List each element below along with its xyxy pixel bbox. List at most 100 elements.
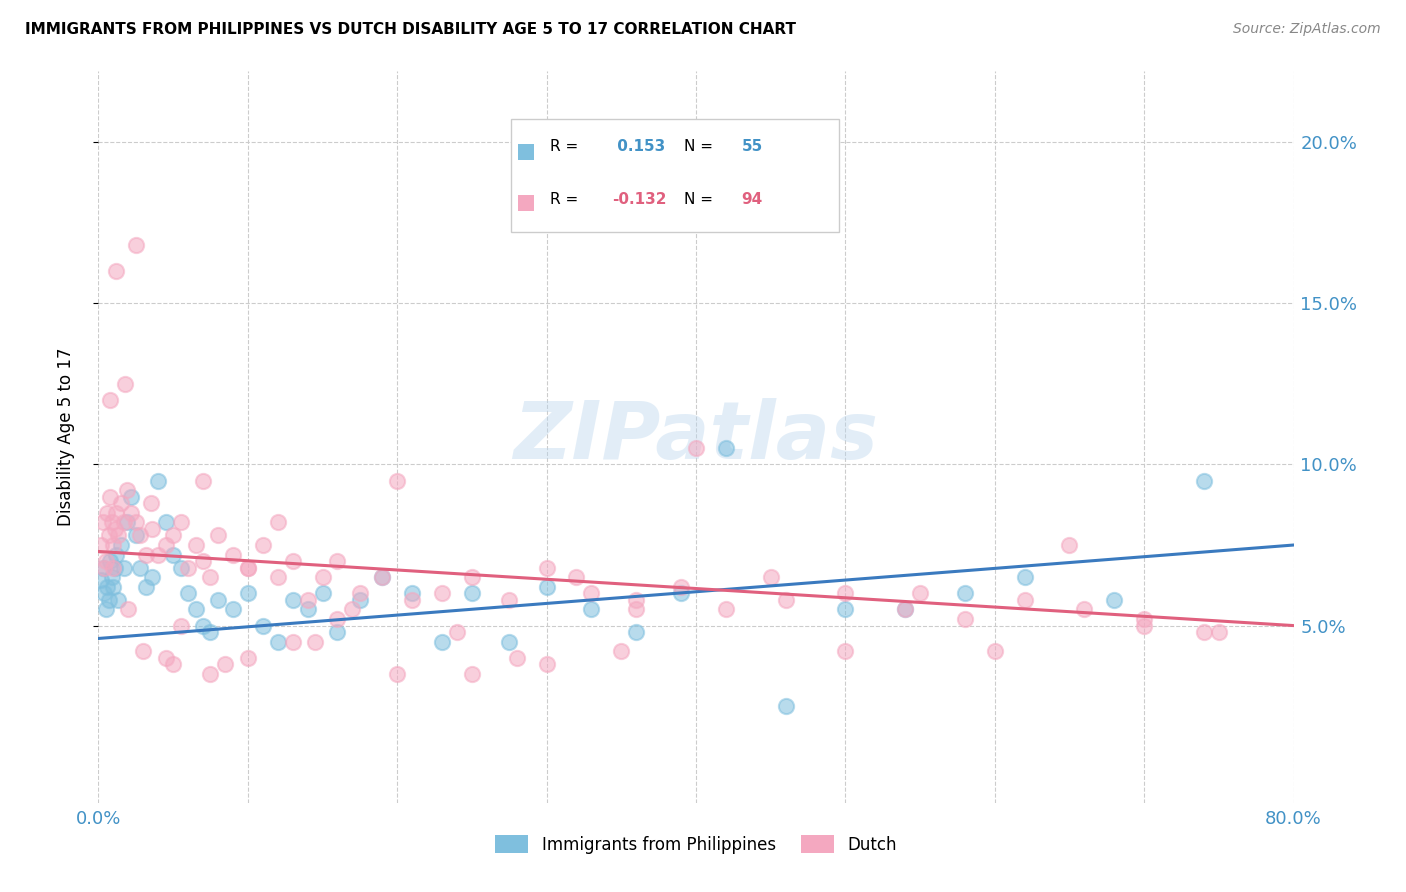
Y-axis label: Disability Age 5 to 17: Disability Age 5 to 17 [56, 348, 75, 526]
Point [498, 634, 520, 648]
Point [200, 625, 222, 640]
Text: N =: N = [685, 139, 718, 154]
Point [98, 490, 122, 504]
Point [139, 496, 162, 510]
Point [177, 586, 200, 600]
Point [304, 634, 326, 648]
Point [1133, 618, 1156, 632]
Point [101, 516, 124, 530]
Point [97, 528, 120, 542]
Point [326, 612, 349, 626]
Point [953, 586, 976, 600]
Point [349, 586, 371, 600]
Point [610, 644, 633, 658]
Point [191, 554, 214, 568]
Point [281, 592, 304, 607]
Point [98, 554, 122, 568]
Point [103, 580, 125, 594]
Point [91, 560, 114, 574]
Point [104, 560, 127, 574]
Point [94, 602, 117, 616]
Point [222, 602, 245, 616]
Point [98, 392, 122, 407]
Point [759, 570, 782, 584]
Point [90, 538, 112, 552]
Point [349, 592, 371, 607]
Point [135, 580, 157, 594]
Point [311, 586, 333, 600]
Point [93, 586, 115, 600]
Point [125, 238, 148, 252]
Point [169, 560, 191, 574]
Point [129, 560, 152, 574]
Point [430, 586, 453, 600]
Point [401, 592, 423, 607]
Point [626, 625, 648, 640]
Point [207, 528, 229, 542]
Text: Source: ZipAtlas.com: Source: ZipAtlas.com [1233, 22, 1381, 37]
Point [498, 592, 520, 607]
Point [581, 602, 603, 616]
Text: N =: N = [685, 192, 718, 207]
Point [685, 442, 707, 456]
Point [371, 570, 394, 584]
Point [105, 548, 128, 562]
Point [236, 560, 259, 574]
Point [120, 490, 142, 504]
Text: ZIPatlas: ZIPatlas [513, 398, 879, 476]
Point [311, 570, 333, 584]
Point [94, 554, 117, 568]
Point [115, 483, 138, 498]
Point [236, 560, 259, 574]
Point [461, 667, 484, 681]
Point [155, 650, 177, 665]
Point [125, 516, 148, 530]
Point [104, 522, 127, 536]
Point [775, 592, 797, 607]
Point [222, 548, 245, 562]
Point [1208, 625, 1230, 640]
Point [96, 506, 118, 520]
Point [105, 264, 128, 278]
Point [155, 516, 177, 530]
Text: IMMIGRANTS FROM PHILIPPINES VS DUTCH DISABILITY AGE 5 TO 17 CORRELATION CHART: IMMIGRANTS FROM PHILIPPINES VS DUTCH DIS… [25, 22, 796, 37]
Point [267, 634, 290, 648]
Point [1133, 612, 1156, 626]
Point [169, 618, 191, 632]
Point [107, 592, 129, 607]
Point [581, 586, 603, 600]
Point [1192, 625, 1215, 640]
Point [162, 528, 184, 542]
Point [110, 496, 132, 510]
Point [984, 644, 1007, 658]
Point [110, 538, 132, 552]
Point [536, 560, 558, 574]
Point [894, 602, 917, 616]
Point [129, 528, 152, 542]
Text: 94: 94 [741, 192, 762, 207]
Point [371, 570, 394, 584]
Point [461, 586, 484, 600]
Point [834, 644, 856, 658]
Point [297, 592, 319, 607]
Text: 0.153: 0.153 [613, 139, 665, 154]
Point [97, 592, 120, 607]
Point [120, 506, 142, 520]
Point [200, 570, 222, 584]
Point [281, 554, 304, 568]
Point [401, 586, 423, 600]
Point [117, 602, 139, 616]
Point [446, 625, 468, 640]
Point [669, 586, 692, 600]
Point [184, 538, 207, 552]
Point [112, 560, 135, 574]
Point [834, 602, 856, 616]
Point [267, 516, 290, 530]
Point [1073, 602, 1095, 616]
Point [252, 538, 274, 552]
Point [141, 522, 163, 536]
Point [1059, 538, 1081, 552]
Text: 55: 55 [741, 139, 762, 154]
Point [461, 570, 484, 584]
Point [103, 538, 125, 552]
